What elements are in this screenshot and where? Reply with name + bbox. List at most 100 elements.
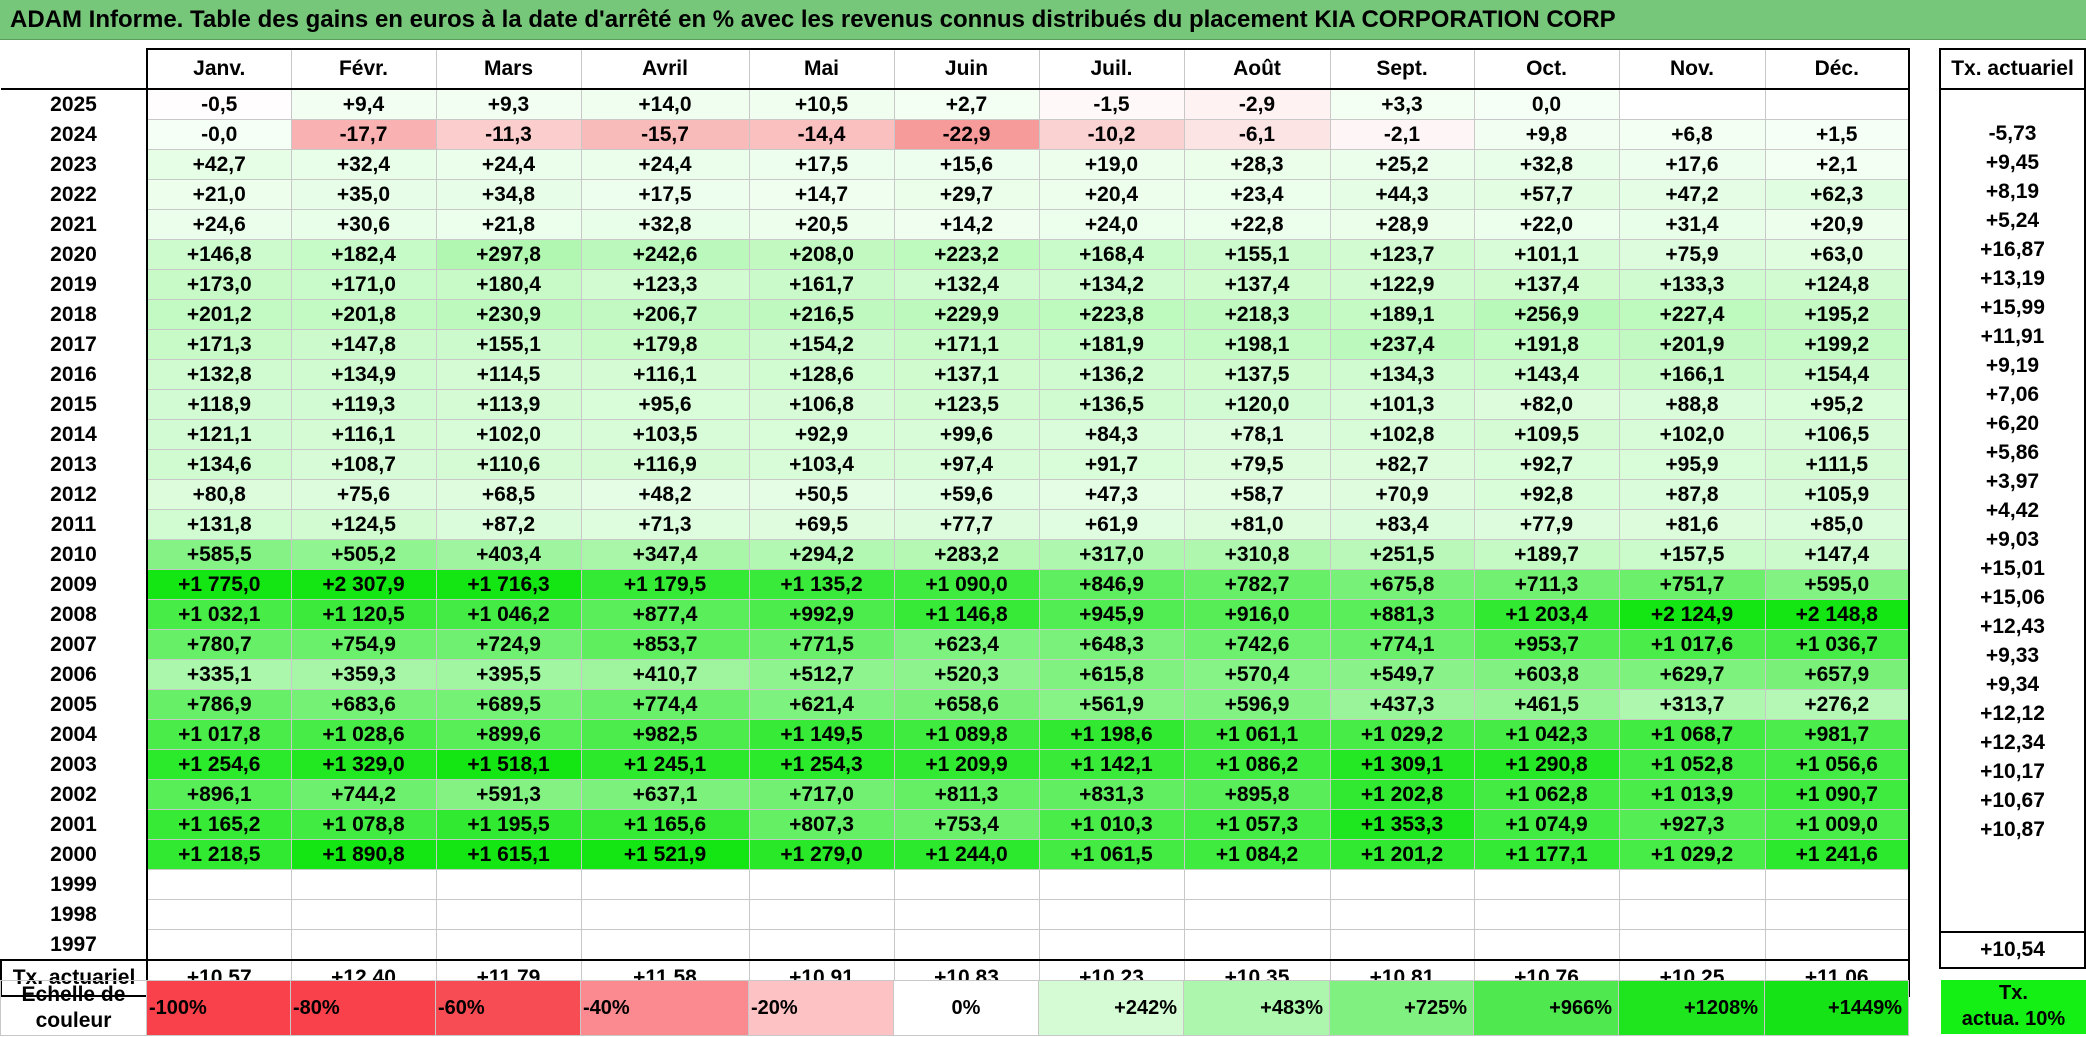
table-row: 2003 +1 254,6 +1 329,0 +1 518,1 +1 245,1 +1 2… xyxy=(1,749,1910,780)
gain-cell: +403,4 xyxy=(435,539,582,570)
gain-cell: +1 086,2 xyxy=(1183,749,1331,780)
gain-cell: -15,7 xyxy=(580,119,750,150)
gain-cell: +17,6 xyxy=(1618,149,1766,180)
gain-cell: +310,8 xyxy=(1183,539,1331,570)
header-corner xyxy=(1,49,148,90)
gain-cell: +137,4 xyxy=(1473,269,1620,300)
gain-cell: +595,0 xyxy=(1764,569,1910,600)
gain-cell: +675,8 xyxy=(1329,569,1475,600)
tx-actuariel-cell: +9,45 xyxy=(1939,148,2086,177)
year-label: 2000 xyxy=(1,839,148,870)
gain-cell: +97,4 xyxy=(893,449,1040,480)
gain-cell: +146,8 xyxy=(146,239,292,270)
gain-cell xyxy=(435,929,582,961)
gain-cell: +2 307,9 xyxy=(290,569,437,600)
gain-cell xyxy=(580,869,750,900)
tx-actuariel-cell: +6,20 xyxy=(1939,409,2086,438)
gain-cell: +782,7 xyxy=(1183,569,1331,600)
gain-cell xyxy=(1618,899,1766,930)
gain-cell: +623,4 xyxy=(893,629,1040,660)
table-row: 2004 +1 017,8 +1 028,6 +899,6 +982,5 +1 149,5… xyxy=(1,719,1910,750)
gain-cell xyxy=(1618,88,1766,120)
gain-cell: +71,3 xyxy=(580,509,750,540)
month-header-7: Juil. xyxy=(1039,48,1185,90)
gain-cell: +549,7 xyxy=(1329,659,1475,690)
gain-cell: +68,5 xyxy=(435,479,582,510)
year-label: 2004 xyxy=(1,719,148,750)
gain-cell: +99,6 xyxy=(893,419,1040,450)
gains-table: Janv. Févr. Mars Avril Mai Juin Juil. Août Sept.… xyxy=(0,48,1910,997)
gain-cell: +896,1 xyxy=(146,779,292,810)
gain-cell: -11,3 xyxy=(435,119,582,150)
gain-cell: +123,7 xyxy=(1329,239,1475,270)
color-scale-step: +725% xyxy=(1329,980,1474,1036)
gain-cell: +774,4 xyxy=(580,689,750,720)
gain-cell: +206,7 xyxy=(580,299,750,330)
gain-cell: +570,4 xyxy=(1183,659,1331,690)
summary-row: Tx. actuariel +10,57 +12,40 +11,79 +11,58 +10… xyxy=(0,959,1910,997)
gain-cell: +19,0 xyxy=(1038,149,1185,180)
gain-cell: +227,4 xyxy=(1618,299,1766,330)
gain-cell: +82,7 xyxy=(1329,449,1475,480)
table-row: 2010 +585,5 +505,2 +403,4 +347,4 +294,2 +283,2… xyxy=(1,539,1910,570)
gain-cell: +120,0 xyxy=(1183,389,1331,420)
gain-cell: +1 074,9 xyxy=(1473,809,1620,840)
gain-cell xyxy=(748,899,895,930)
gain-cell xyxy=(1764,899,1910,930)
gain-cell: +116,9 xyxy=(580,449,750,480)
gain-cell xyxy=(1038,929,1185,961)
gain-cell: +9,8 xyxy=(1473,119,1620,150)
gain-cell: +58,7 xyxy=(1183,479,1331,510)
gain-cell xyxy=(1473,869,1620,900)
table-row: 2005 +786,9 +683,6 +689,5 +774,4 +621,4 +658,6… xyxy=(1,689,1910,720)
gain-cell: +87,2 xyxy=(435,509,582,540)
gain-cell: +410,7 xyxy=(580,659,750,690)
gain-cell: +155,1 xyxy=(1183,239,1331,270)
gain-cell: +831,3 xyxy=(1038,779,1185,810)
gain-cell: +201,2 xyxy=(146,299,292,330)
year-label: 2007 xyxy=(1,629,148,660)
gain-cell: +1 120,5 xyxy=(290,599,437,630)
gain-cell: +30,6 xyxy=(290,209,437,240)
year-label: 1997 xyxy=(1,929,148,960)
gain-cell: +9,3 xyxy=(435,88,582,120)
gain-cell: +116,1 xyxy=(580,359,750,390)
gain-cell: +1 028,6 xyxy=(290,719,437,750)
table-row: 2009 +1 775,0 +2 307,9 +1 716,3 +1 179,5 +1 1… xyxy=(1,569,1910,600)
month-header-row: Janv. Févr. Mars Avril Mai Juin Juil. Août Sept.… xyxy=(1,48,1910,90)
gain-cell: +335,1 xyxy=(146,659,292,690)
color-scale-tx-line1: Tx. xyxy=(1999,982,2028,1004)
gain-cell: +134,2 xyxy=(1038,269,1185,300)
month-header-11: Nov. xyxy=(1619,48,1766,90)
gain-cell: +75,6 xyxy=(290,479,437,510)
month-header-4: Avril xyxy=(581,48,750,90)
year-label: 2005 xyxy=(1,689,148,720)
gain-cell: +724,9 xyxy=(435,629,582,660)
gain-cell: +108,7 xyxy=(290,449,437,480)
gain-cell xyxy=(748,929,895,961)
gain-cell xyxy=(580,899,750,930)
gain-cell: +166,1 xyxy=(1618,359,1766,390)
tx-actuariel-cell: +9,03 xyxy=(1939,525,2086,554)
gain-cell: +57,7 xyxy=(1473,179,1620,210)
gain-cell: +168,4 xyxy=(1038,239,1185,270)
gain-cell: +81,0 xyxy=(1183,509,1331,540)
gain-cell: +124,5 xyxy=(290,509,437,540)
table-row: 2007 +780,7 +754,9 +724,9 +853,7 +771,5 +623,4… xyxy=(1,629,1910,660)
gain-cell: -2,9 xyxy=(1183,88,1331,120)
tx-actuariel-cell xyxy=(1939,844,2086,873)
gain-cell xyxy=(1764,869,1910,900)
gain-cell: +395,5 xyxy=(435,659,582,690)
gain-cell: +24,6 xyxy=(146,209,292,240)
gain-cell: +1 017,8 xyxy=(146,719,292,750)
year-label: 2009 xyxy=(1,569,148,600)
gain-cell xyxy=(1618,869,1766,900)
gain-cell: +1 279,0 xyxy=(748,839,895,870)
gain-cell: +877,4 xyxy=(580,599,750,630)
gain-cell: +505,2 xyxy=(290,539,437,570)
gain-cell: +132,4 xyxy=(893,269,1040,300)
gain-cell: +78,1 xyxy=(1183,419,1331,450)
gain-cell: +1 090,7 xyxy=(1764,779,1910,810)
gain-cell: +201,8 xyxy=(290,299,437,330)
gain-cell: +87,8 xyxy=(1618,479,1766,510)
